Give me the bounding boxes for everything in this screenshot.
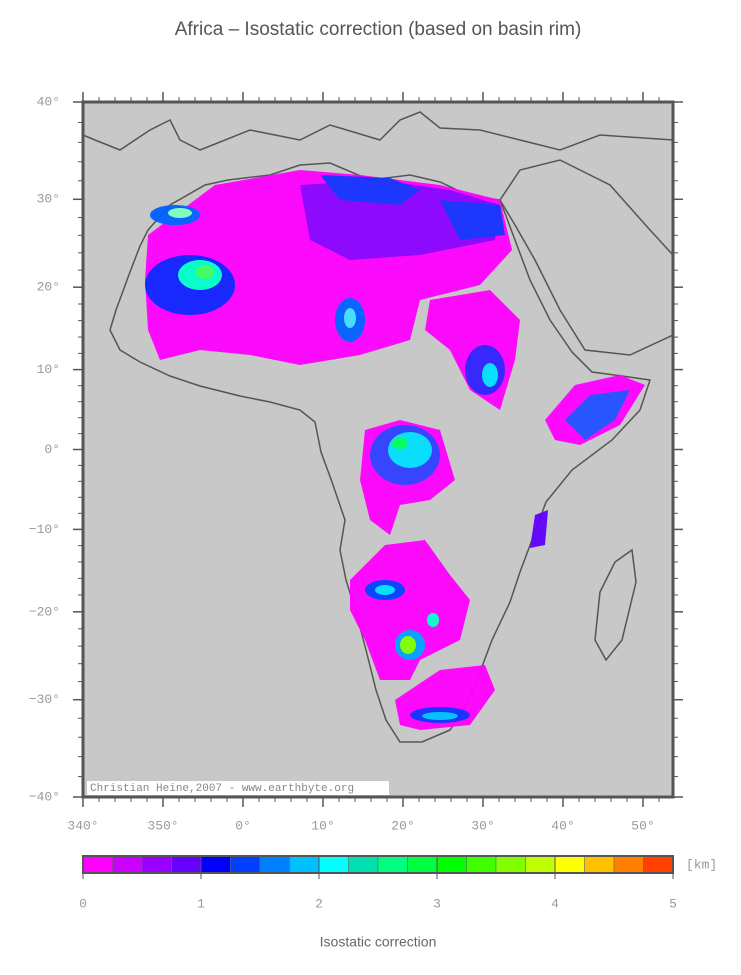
lon-tick-label: 40° <box>551 818 574 833</box>
colorbar-tick-label: 1 <box>197 896 205 911</box>
colorbar-swatch <box>407 855 438 874</box>
lon-tick-label: 0° <box>235 818 251 833</box>
colorbar-swatch <box>82 855 113 874</box>
lon-tick-label: 10° <box>311 818 334 833</box>
lat-tick-label: 20° <box>37 280 60 295</box>
credit-box <box>87 781 389 795</box>
lat-tick-label: 30° <box>37 192 60 207</box>
colorbar-swatch <box>554 855 585 874</box>
colorbar-swatch <box>466 855 497 874</box>
colorbar-swatch <box>348 855 379 874</box>
colorbar-swatch <box>584 855 615 874</box>
europe <box>82 101 674 151</box>
lon-tick-label: 20° <box>391 818 414 833</box>
colorbar-swatch <box>259 855 290 874</box>
colorbar-tick-label: 3 <box>433 896 441 911</box>
colorbar-tick-label: 4 <box>551 896 559 911</box>
lat-tick-label: −30° <box>29 692 60 707</box>
colorbar-swatch <box>495 855 526 874</box>
colorbar-tick-label: 0 <box>79 896 87 911</box>
lon-tick-label: 30° <box>471 818 494 833</box>
lat-tick-label: −10° <box>29 522 60 537</box>
colorbar-swatch <box>230 855 261 874</box>
lat-tick-label: 10° <box>37 362 60 377</box>
colorbar-swatch <box>643 855 674 874</box>
lon-tick-label: 340° <box>67 818 98 833</box>
lon-tick-label: 350° <box>147 818 178 833</box>
colorbar-tick-label: 2 <box>315 896 323 911</box>
colorbar-swatch <box>318 855 349 874</box>
lat-tick-label: 0° <box>44 442 60 457</box>
colorbar-label: Isostatic correction <box>320 934 437 950</box>
map-area: Christian Heine,2007 - www.earthbyte.org <box>81 100 675 799</box>
colorbar-swatch <box>200 855 231 874</box>
colorbar-swatch <box>289 855 320 874</box>
lat-tick-label: −40° <box>29 789 60 804</box>
colorbar-swatch <box>171 855 202 874</box>
colorbar-swatch <box>141 855 172 874</box>
colorbar-swatch <box>377 855 408 874</box>
colorbar-tick-label: 5 <box>669 896 677 911</box>
correction-field <box>145 170 645 730</box>
madagascar <box>594 548 637 662</box>
title: Africa – Isostatic correction (based on … <box>175 19 582 40</box>
lat-tick-label: 40° <box>37 94 60 109</box>
lat-tick-label: −20° <box>29 604 60 619</box>
colorbar-unit: [km] <box>686 857 717 872</box>
colorbar-swatch <box>525 855 556 874</box>
lon-tick-label: 50° <box>631 818 654 833</box>
colorbar-swatch <box>613 855 644 874</box>
colorbar-swatch <box>112 855 143 874</box>
credit: Christian Heine,2007 - www.earthbyte.org <box>90 783 354 795</box>
colorbar-swatch <box>436 855 467 874</box>
